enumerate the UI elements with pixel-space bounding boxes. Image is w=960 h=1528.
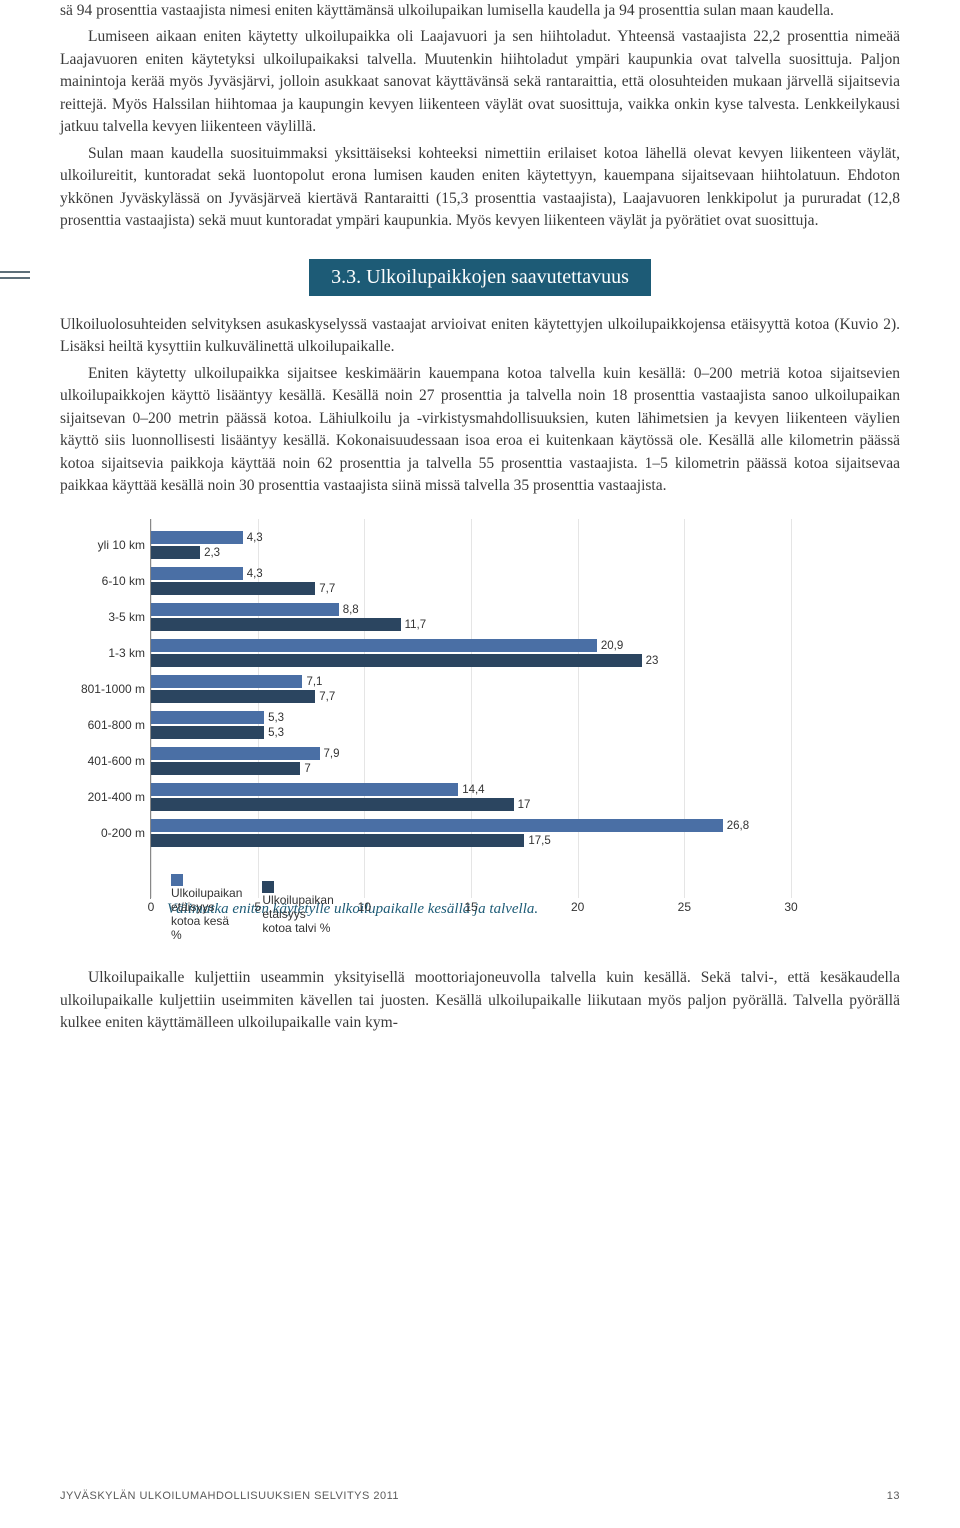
chart-bar-kesä bbox=[151, 747, 320, 760]
chart-section: yli 10 km 4,3 2,3 6-10 km 4,3 7,7 3-5 km 8,8 11,… bbox=[60, 519, 900, 949]
chart-gridline bbox=[684, 519, 685, 898]
chart-bar-talvi bbox=[151, 798, 514, 811]
chart-bar-value: 8,8 bbox=[339, 604, 359, 616]
legend-item: Ulkoilupaikan etäisyys kotoa talvi % bbox=[262, 879, 333, 935]
body-paragraph: Lumiseen aikaan eniten käytetty ulkoilup… bbox=[60, 26, 900, 138]
chart-bar-talvi bbox=[151, 546, 200, 559]
chart-bar-kesä bbox=[151, 639, 597, 652]
legend-swatch bbox=[262, 881, 274, 893]
chart-bar-value: 5,3 bbox=[264, 727, 284, 739]
chart-bar-talvi bbox=[151, 582, 315, 595]
chart-x-tick: 25 bbox=[678, 900, 691, 914]
chart-x-tick: 30 bbox=[784, 900, 797, 914]
footer-title: JYVÄSKYLÄN ULKOILUMAHDOLLISUUKSIEN SELVI… bbox=[60, 1490, 399, 1502]
chart-bar-value: 14,4 bbox=[458, 784, 484, 796]
chart-x-tick: 15 bbox=[464, 900, 477, 914]
chart-x-tick: 0 bbox=[148, 900, 155, 914]
chart-category-label: 3-5 km bbox=[65, 610, 145, 624]
chart-bar-value: 20,9 bbox=[597, 640, 623, 652]
chart-bar-value: 26,8 bbox=[723, 820, 749, 832]
chart-bar-talvi bbox=[151, 762, 300, 775]
chart-bar-value: 7,7 bbox=[315, 691, 335, 703]
chart-category-label: yli 10 km bbox=[65, 538, 145, 552]
body-paragraph: Eniten käytetty ulkoilupaikka sijaitsee … bbox=[60, 363, 900, 498]
chart-x-tick: 10 bbox=[358, 900, 371, 914]
body-paragraph: Ulkoiluolosuhteiden selvityksen asukasky… bbox=[60, 314, 900, 359]
chart-bar-value: 7,1 bbox=[302, 676, 322, 688]
chart-category-label: 6-10 km bbox=[65, 574, 145, 588]
chart-category-label: 601-800 m bbox=[65, 718, 145, 732]
chart-bar-kesä bbox=[151, 711, 264, 724]
body-paragraph: sä 94 prosenttia vastaajista nimesi enit… bbox=[60, 0, 900, 22]
chart-bar-value: 4,3 bbox=[243, 568, 263, 580]
chart-bar-value: 11,7 bbox=[401, 619, 427, 631]
chart-bar-value: 17,5 bbox=[524, 835, 550, 847]
chart-category-label: 401-600 m bbox=[65, 754, 145, 768]
page-footer: JYVÄSKYLÄN ULKOILUMAHDOLLISUUKSIEN SELVI… bbox=[60, 1490, 900, 1502]
section-heading: 3.3. Ulkoilupaikkojen saavutettavuus bbox=[309, 259, 651, 296]
legend-label: Ulkoilupaikan etäisyys kotoa talvi % bbox=[262, 893, 333, 935]
chart-x-tick: 20 bbox=[571, 900, 584, 914]
chart-category-label: 0-200 m bbox=[65, 826, 145, 840]
chart-bar-kesä bbox=[151, 783, 458, 796]
legend-item: Ulkoilupaikan etäisyys kotoa kesä % bbox=[171, 872, 242, 942]
chart-bar-value: 2,3 bbox=[200, 547, 220, 559]
chart-bar-value: 7,7 bbox=[315, 583, 335, 595]
chart-gridline bbox=[578, 519, 579, 898]
chart-bar-value: 5,3 bbox=[264, 712, 284, 724]
legend-swatch bbox=[171, 874, 183, 886]
heading-decor-left bbox=[0, 277, 30, 279]
chart-bar-talvi bbox=[151, 726, 264, 739]
chart-bar-value: 7 bbox=[300, 763, 310, 775]
chart-category-label: 801-1000 m bbox=[65, 682, 145, 696]
chart-bar-value: 7,9 bbox=[320, 748, 340, 760]
chart-bar-value: 23 bbox=[642, 655, 659, 667]
chart-bar-value: 17 bbox=[514, 799, 531, 811]
chart-gridline bbox=[791, 519, 792, 898]
chart-bar-kesä bbox=[151, 603, 339, 616]
chart-bar-value: 4,3 bbox=[243, 532, 263, 544]
chart-bar-kesä bbox=[151, 531, 243, 544]
chart-bar-talvi bbox=[151, 690, 315, 703]
chart-bar-kesä bbox=[151, 819, 723, 832]
body-paragraph: Ulkoilupaikalle kuljettiin useammin yksi… bbox=[60, 967, 900, 1034]
chart-bar-kesä bbox=[151, 675, 302, 688]
chart-bar-talvi bbox=[151, 834, 524, 847]
chart-bar-talvi bbox=[151, 618, 401, 631]
page-number: 13 bbox=[887, 1490, 900, 1502]
section-heading-container: 3.3. Ulkoilupaikkojen saavutettavuus bbox=[60, 259, 900, 296]
chart-bar-kesä bbox=[151, 567, 243, 580]
body-paragraph: Sulan maan kaudella suosituimmaksi yksit… bbox=[60, 143, 900, 233]
chart-category-label: 201-400 m bbox=[65, 790, 145, 804]
legend-label: Ulkoilupaikan etäisyys kotoa kesä % bbox=[171, 886, 242, 942]
chart-legend: Ulkoilupaikan etäisyys kotoa kesä % Ulkoi… bbox=[171, 872, 334, 942]
distance-chart: yli 10 km4,32,36-10 km4,37,73-5 km8,811,… bbox=[150, 519, 151, 899]
chart-category-label: 1-3 km bbox=[65, 646, 145, 660]
chart-bar-talvi bbox=[151, 654, 642, 667]
